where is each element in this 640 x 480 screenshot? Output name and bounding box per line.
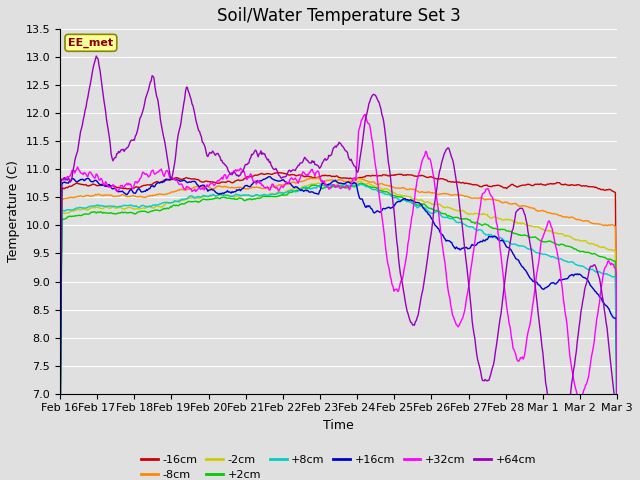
-8cm xyxy=(56,432,64,437)
-2cm xyxy=(356,178,364,184)
-16cm xyxy=(429,175,437,180)
-2cm xyxy=(56,439,64,445)
-16cm xyxy=(155,180,163,185)
+8cm xyxy=(613,478,621,480)
+32cm xyxy=(477,203,484,208)
Line: +32cm: +32cm xyxy=(60,114,617,444)
+32cm xyxy=(308,167,316,172)
+32cm xyxy=(385,267,393,273)
-8cm xyxy=(613,448,621,454)
+16cm xyxy=(613,433,621,439)
-8cm xyxy=(429,190,437,196)
-2cm xyxy=(155,204,163,209)
Text: EE_met: EE_met xyxy=(68,37,113,48)
+32cm xyxy=(56,379,64,385)
+8cm xyxy=(429,211,437,216)
-16cm xyxy=(613,427,621,433)
+32cm xyxy=(200,184,207,190)
Legend: -16cm, -8cm, -2cm, +2cm, +8cm, +16cm, +32cm, +64cm: -16cm, -8cm, -2cm, +2cm, +8cm, +16cm, +3… xyxy=(137,450,540,480)
+2cm xyxy=(200,196,207,202)
+64cm xyxy=(429,215,437,221)
-2cm xyxy=(200,194,207,200)
+64cm xyxy=(309,159,317,165)
Line: +16cm: +16cm xyxy=(60,177,617,480)
Y-axis label: Temperature (C): Temperature (C) xyxy=(7,160,20,263)
+32cm xyxy=(429,170,437,176)
Line: -8cm: -8cm xyxy=(60,177,617,451)
-8cm xyxy=(314,174,321,180)
+32cm xyxy=(362,111,369,117)
+16cm xyxy=(200,182,207,188)
-8cm xyxy=(155,192,163,197)
Title: Soil/Water Temperature Set 3: Soil/Water Temperature Set 3 xyxy=(217,7,461,25)
-16cm xyxy=(385,173,393,179)
+2cm xyxy=(56,444,64,449)
+2cm xyxy=(429,207,437,213)
+64cm xyxy=(200,142,208,148)
-16cm xyxy=(56,425,64,431)
+2cm xyxy=(477,221,484,227)
+64cm xyxy=(156,108,163,114)
+16cm xyxy=(155,180,163,185)
+64cm xyxy=(92,53,100,59)
+16cm xyxy=(309,189,317,195)
Line: +2cm: +2cm xyxy=(60,183,617,471)
+8cm xyxy=(477,227,484,233)
-2cm xyxy=(613,462,621,468)
+64cm xyxy=(477,368,484,373)
+8cm xyxy=(155,202,163,208)
Line: -16cm: -16cm xyxy=(60,173,617,430)
Line: +64cm: +64cm xyxy=(60,56,617,480)
+64cm xyxy=(385,165,393,171)
+16cm xyxy=(266,174,274,180)
+2cm xyxy=(155,207,163,213)
-8cm xyxy=(477,195,484,201)
+16cm xyxy=(429,218,437,224)
-16cm xyxy=(309,175,317,181)
-2cm xyxy=(308,181,316,187)
-16cm xyxy=(276,170,284,176)
-16cm xyxy=(477,184,484,190)
+32cm xyxy=(155,169,163,175)
+8cm xyxy=(308,185,316,191)
-2cm xyxy=(477,211,484,217)
Line: -2cm: -2cm xyxy=(60,181,617,465)
-8cm xyxy=(200,184,207,190)
+32cm xyxy=(613,441,621,447)
Line: +8cm: +8cm xyxy=(60,184,617,480)
+16cm xyxy=(385,204,393,210)
+16cm xyxy=(477,239,484,244)
X-axis label: Time: Time xyxy=(323,419,354,432)
+2cm xyxy=(308,182,316,188)
+8cm xyxy=(56,438,64,444)
-16cm xyxy=(200,179,207,185)
+8cm xyxy=(317,181,325,187)
+2cm xyxy=(385,191,393,196)
-8cm xyxy=(308,176,316,181)
+64cm xyxy=(56,379,64,385)
+8cm xyxy=(200,192,207,198)
-8cm xyxy=(385,183,393,189)
+2cm xyxy=(613,468,621,474)
-2cm xyxy=(385,188,393,193)
+8cm xyxy=(385,192,393,197)
+2cm xyxy=(356,180,364,186)
-2cm xyxy=(429,201,437,207)
